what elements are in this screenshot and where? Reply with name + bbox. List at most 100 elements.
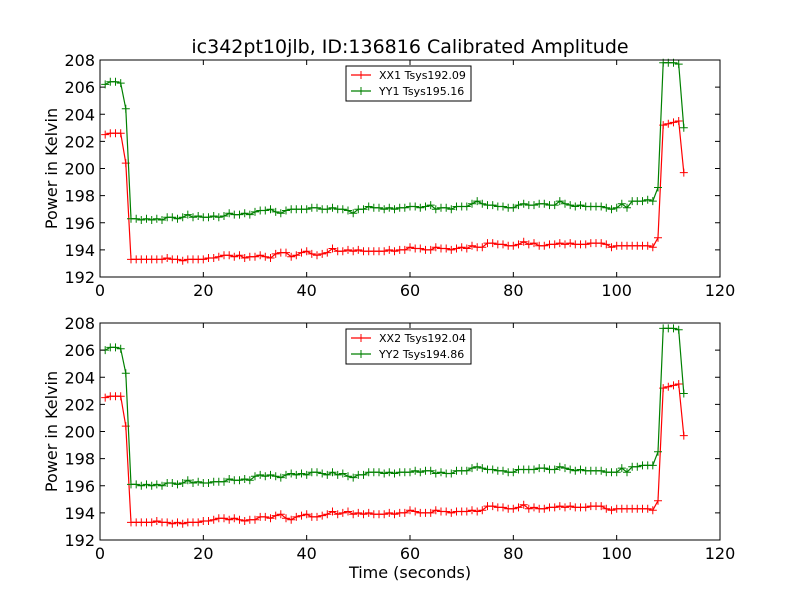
- y-tick-label: 200: [64, 160, 95, 179]
- data-point: [400, 203, 409, 212]
- data-point: [132, 480, 141, 489]
- data-point: [328, 244, 337, 253]
- data-point: [225, 209, 234, 218]
- data-point: [509, 241, 518, 250]
- data-point: [240, 475, 249, 483]
- data-point: [607, 506, 616, 515]
- data-point: [617, 464, 626, 473]
- data-point: [421, 202, 430, 211]
- data-point: [385, 203, 394, 212]
- data-point: [390, 510, 399, 519]
- data-point: [431, 205, 440, 214]
- y-tick-label: 202: [64, 395, 95, 414]
- data-point: [251, 515, 259, 524]
- data-point: [540, 241, 549, 250]
- data-point: [462, 202, 471, 211]
- data-point: [359, 205, 368, 214]
- data-point: [576, 201, 585, 210]
- data-point: [509, 203, 518, 212]
- data-point: [633, 462, 642, 471]
- data-point: [524, 240, 533, 249]
- data-point: [297, 511, 306, 520]
- data-point: [235, 515, 244, 524]
- data-point: [530, 465, 538, 474]
- y-tick-label: 192: [64, 531, 95, 550]
- x-tick-label: 60: [400, 281, 420, 300]
- data-point: [235, 251, 244, 260]
- data-point: [194, 477, 203, 486]
- data-point: [674, 325, 683, 334]
- data-point: [623, 203, 631, 212]
- data-point: [364, 202, 373, 211]
- data-point: [178, 479, 187, 487]
- data-point: [462, 466, 471, 475]
- y-tick-label: 194: [64, 241, 95, 260]
- data-point: [204, 213, 213, 222]
- data-point: [220, 477, 228, 486]
- data-point: [328, 507, 337, 516]
- data-point: [302, 205, 311, 214]
- data-point: [561, 464, 569, 473]
- data-point: [338, 508, 347, 517]
- data-point: [426, 508, 435, 517]
- data-point: [478, 199, 487, 208]
- data-point: [519, 199, 528, 208]
- data-point: [602, 240, 611, 249]
- data-point: [390, 205, 399, 214]
- y-tick-label: 208: [64, 314, 95, 333]
- data-point: [101, 130, 110, 139]
- x-tick-label: 40: [296, 544, 316, 563]
- data-point: [323, 510, 332, 519]
- data-point: [385, 508, 394, 517]
- data-point: [307, 249, 316, 258]
- data-point: [612, 468, 621, 477]
- data-point: [416, 468, 425, 477]
- data-point: [488, 465, 497, 474]
- data-point: [561, 240, 569, 249]
- data-point: [230, 252, 239, 261]
- data-point: [468, 199, 476, 208]
- data-point: [282, 248, 290, 257]
- data-point: [581, 240, 590, 249]
- data-point: [147, 216, 156, 224]
- data-point: [116, 392, 125, 401]
- data-point: [488, 239, 497, 248]
- data-point: [462, 244, 471, 253]
- data-point: [442, 203, 451, 212]
- data-point: [478, 464, 487, 473]
- data-point: [468, 241, 476, 250]
- data-point: [313, 251, 321, 260]
- legend-box: [345, 65, 472, 102]
- data-point: [550, 201, 559, 210]
- data-point: [282, 206, 290, 215]
- x-tick-label: 120: [705, 544, 736, 563]
- data-point: [669, 118, 678, 127]
- data-point: [679, 168, 688, 177]
- data-point: [163, 518, 172, 527]
- data-point: [597, 202, 606, 211]
- data-point: [225, 515, 234, 524]
- data-point: [457, 243, 466, 252]
- data-point: [282, 514, 290, 523]
- data-point: [669, 381, 678, 390]
- data-point: [189, 213, 197, 222]
- data-point: [514, 240, 523, 249]
- data-point: [411, 202, 420, 211]
- data-point: [488, 502, 497, 511]
- data-point: [550, 465, 559, 474]
- data-point: [349, 247, 358, 256]
- data-point: [266, 470, 275, 479]
- data-point: [654, 496, 662, 505]
- data-point: [137, 216, 146, 224]
- data-point: [380, 247, 389, 256]
- data-point: [194, 518, 203, 527]
- data-point: [256, 470, 265, 479]
- data-point: [276, 473, 285, 482]
- data-point: [499, 466, 507, 475]
- data-point: [333, 510, 342, 519]
- data-point: [302, 510, 311, 519]
- data-point: [245, 476, 254, 485]
- data-point: [338, 469, 347, 478]
- data-point: [674, 380, 683, 388]
